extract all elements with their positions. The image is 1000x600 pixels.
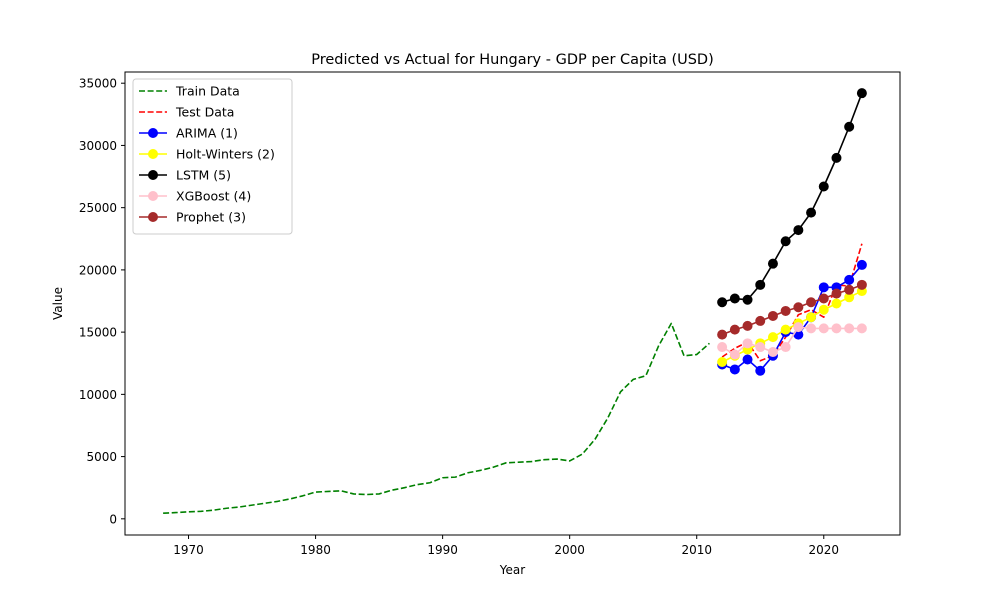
data-point-lstm-5	[729, 293, 740, 304]
legend-item-lstm-5: LSTM (5)	[139, 168, 231, 183]
data-point-prophet-3	[729, 324, 740, 335]
plot-frame	[124, 71, 901, 536]
data-point-lstm-5	[856, 88, 867, 99]
legend-label-holt-winters-2: Holt-Winters (2)	[176, 147, 275, 162]
x-tick-label: 2000	[554, 543, 585, 557]
data-point-arima-1	[818, 282, 829, 293]
data-point-xgboost-4	[729, 349, 740, 360]
y-tick-label: 0	[109, 512, 117, 526]
data-point-lstm-5	[717, 297, 728, 308]
data-point-lstm-5	[793, 225, 804, 236]
series-layer	[163, 88, 867, 515]
x-tick-label: 1990	[427, 543, 458, 557]
y-tick-label: 10000	[79, 388, 117, 402]
legend-marker-holt-winters-2	[148, 149, 158, 159]
data-point-holt-winters-2	[818, 304, 829, 315]
x-tick-label: 1980	[300, 543, 331, 557]
data-point-xgboost-4	[717, 342, 728, 353]
legend-label-prophet-3: Prophet (3)	[176, 210, 246, 225]
data-point-xgboost-4	[818, 323, 829, 334]
series-train-data	[163, 322, 710, 515]
x-tick-label: 1970	[173, 543, 204, 557]
data-point-xgboost-4	[767, 347, 778, 358]
chart-title: Predicted vs Actual for Hungary - GDP pe…	[311, 52, 714, 68]
axis-layer: 1970 1980 1990 2000 2010 2020 0 5000 10000 15000 2…	[79, 77, 839, 557]
x-tick-label: 2010	[681, 543, 712, 557]
data-point-prophet-3	[856, 279, 867, 290]
legend-item-xgboost-4: XGBoost (4)	[139, 189, 251, 204]
series-xgboost-4	[717, 322, 867, 360]
data-point-arima-1	[755, 365, 766, 376]
legend-item-arima-1: ARIMA (1)	[139, 126, 238, 141]
legend-item-train-data: Train Data	[139, 84, 240, 99]
data-point-prophet-3	[717, 329, 728, 340]
data-point-prophet-3	[806, 297, 817, 308]
legend-label-test-data: Test Data	[175, 105, 234, 120]
data-point-prophet-3	[755, 315, 766, 326]
data-point-lstm-5	[831, 152, 842, 163]
y-tick-label: 30000	[79, 139, 117, 153]
data-point-xgboost-4	[755, 342, 766, 353]
data-point-lstm-5	[818, 181, 829, 192]
data-point-xgboost-4	[780, 342, 791, 353]
data-point-xgboost-4	[856, 323, 867, 334]
data-point-lstm-5	[742, 294, 753, 305]
x-axis-label: Year	[499, 563, 525, 577]
data-point-holt-winters-2	[717, 357, 728, 367]
data-point-prophet-3	[844, 284, 855, 295]
legend-label-xgboost-4: XGBoost (4)	[176, 189, 251, 204]
legend-marker-xgboost-4	[148, 191, 158, 201]
data-point-xgboost-4	[844, 323, 855, 334]
data-point-arima-1	[844, 274, 855, 285]
y-tick-label: 5000	[86, 450, 117, 464]
data-point-xgboost-4	[831, 323, 842, 334]
legend-item-prophet-3: Prophet (3)	[139, 210, 246, 225]
data-point-holt-winters-2	[831, 298, 842, 309]
data-point-lstm-5	[780, 236, 791, 247]
series-prophet-3	[717, 279, 867, 340]
legend-marker-prophet-3	[148, 212, 158, 222]
y-tick-label: 25000	[79, 201, 117, 215]
data-point-lstm-5	[806, 207, 817, 218]
data-point-prophet-3	[767, 310, 778, 321]
data-point-xgboost-4	[806, 323, 817, 334]
legend-marker-arima-1	[148, 128, 158, 138]
y-axis-label: Value	[51, 287, 65, 320]
legend-label-train-data: Train Data	[175, 84, 240, 99]
data-point-prophet-3	[818, 293, 829, 304]
legend-item-holt-winters-2: Holt-Winters (2)	[139, 147, 275, 162]
data-point-xgboost-4	[742, 338, 753, 349]
data-point-arima-1	[856, 259, 867, 270]
data-point-prophet-3	[793, 302, 804, 313]
legend-item-test-data: Test Data	[139, 105, 234, 120]
data-point-prophet-3	[742, 320, 753, 331]
x-tick-label: 2020	[808, 543, 839, 557]
data-point-prophet-3	[831, 288, 842, 299]
data-point-holt-winters-2	[806, 312, 817, 323]
data-point-holt-winters-2	[780, 324, 791, 335]
data-point-xgboost-4	[793, 322, 804, 333]
y-tick-label: 35000	[79, 77, 117, 91]
series-lstm-5	[717, 88, 867, 308]
legend-label-arima-1: ARIMA (1)	[176, 126, 238, 141]
data-point-lstm-5	[767, 258, 778, 269]
series-line-train-data	[163, 322, 710, 515]
legend-frame	[132, 78, 293, 235]
legend-label-lstm-5: LSTM (5)	[176, 168, 231, 183]
data-point-arima-1	[742, 354, 753, 365]
legend: Train Data Test Data ARIMA (1) Holt-Winters…	[132, 78, 293, 235]
y-tick-label: 15000	[79, 326, 117, 340]
data-point-arima-1	[729, 364, 740, 375]
y-tick-label: 20000	[79, 263, 117, 277]
data-point-lstm-5	[755, 279, 766, 290]
legend-marker-lstm-5	[148, 170, 158, 180]
data-point-prophet-3	[780, 305, 791, 316]
data-point-holt-winters-2	[767, 332, 778, 343]
data-point-lstm-5	[844, 121, 855, 132]
